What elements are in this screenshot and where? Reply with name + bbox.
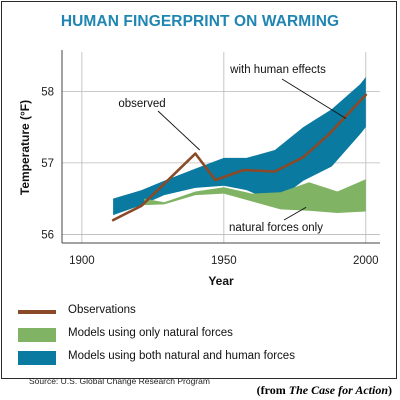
observation-point [302, 156, 305, 159]
legend-item-observations: Observations [18, 303, 388, 326]
observation-point [194, 152, 197, 155]
observations-layer [111, 93, 368, 222]
legend-swatch-observations [18, 310, 56, 314]
observation-point [242, 169, 245, 171]
grid-lines [62, 52, 380, 243]
legend-label: Models using both natural and human forc… [68, 350, 295, 362]
book-credit: (from The Case for Action) [257, 383, 392, 398]
observation-point [327, 133, 330, 136]
legend-label: Models using only natural forces [68, 327, 233, 339]
observation-point [140, 204, 143, 207]
y-axis-label: Temperature (°F) [18, 100, 32, 195]
chart-title: HUMAN FINGERPRINT ON WARMING [60, 13, 340, 30]
annotation-observed: observed [118, 98, 165, 110]
band-natural-only [144, 179, 366, 213]
legend-item-natural: Models using only natural forces [18, 326, 388, 349]
chart-plot: 56 57 58 1900 1950 2000 Year Temperature (°F) w… [18, 50, 380, 288]
model-bands [113, 77, 366, 216]
annotation-natural-forces-only: natural forces only [229, 222, 323, 234]
legend-label: Observations [68, 304, 136, 316]
legend-item-human: Models using both natural and human forc… [18, 349, 388, 372]
observation-point [274, 170, 276, 173]
source-note: Source: U.S. Global Change Research Prog… [29, 376, 210, 386]
observation-point [364, 94, 367, 96]
x-tick-label: 1900 [69, 255, 95, 267]
y-tick-label: 57 [41, 158, 54, 170]
band-human-and-natural [113, 77, 366, 216]
annotation-with-human-effects: with human effects [229, 64, 326, 76]
x-axis-label: Year [208, 274, 234, 288]
x-tick-label: 1950 [211, 255, 237, 267]
annotation-pointer [283, 206, 307, 221]
legend-swatch-human [18, 351, 56, 365]
credit-prefix: (from [256, 383, 289, 397]
credit-suffix: ) [388, 383, 392, 397]
legend: Observations Models using only natural f… [18, 303, 388, 372]
x-tick-label: 2000 [353, 255, 379, 267]
observation-point [214, 179, 217, 181]
observation-point [112, 219, 115, 222]
credit-book-title: The Case for Action [288, 383, 388, 397]
axes: 56 57 58 1900 1950 2000 Year Temperature (°F) [18, 50, 380, 288]
legend-swatch-natural [18, 328, 56, 342]
y-tick-label: 58 [41, 86, 54, 98]
annotations: with human effects observed natural forces… [118, 64, 347, 234]
annotation-pointer [281, 78, 347, 119]
annotation-pointer [157, 110, 201, 151]
y-tick-label: 56 [41, 229, 54, 241]
